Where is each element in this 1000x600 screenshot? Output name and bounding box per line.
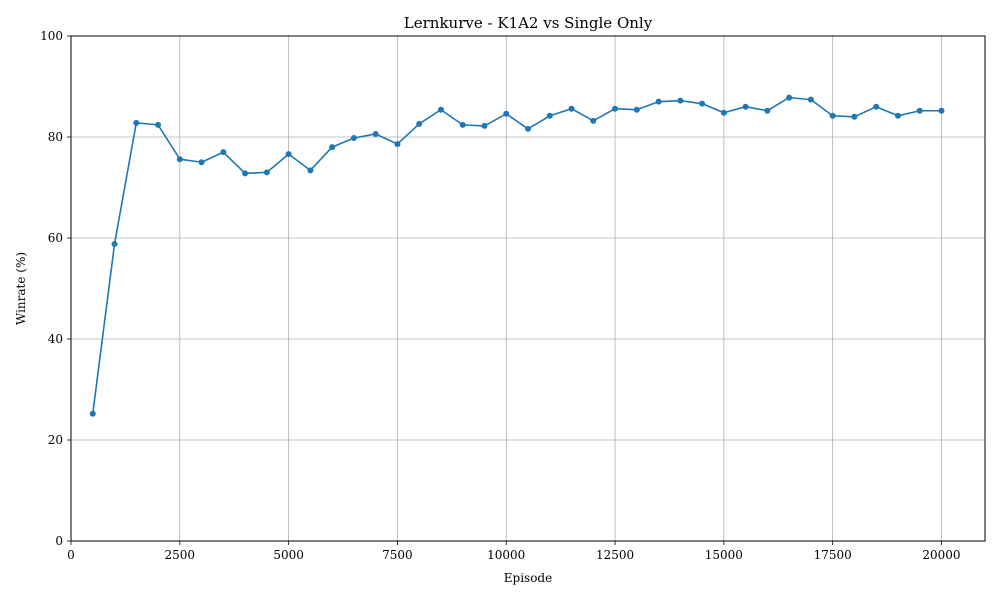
data-point xyxy=(546,112,553,119)
x-axis-title: Episode xyxy=(504,571,552,585)
x-tick-label: 7500 xyxy=(382,548,413,562)
data-point xyxy=(503,110,510,117)
data-point xyxy=(220,149,227,156)
data-point xyxy=(242,170,249,177)
data-point xyxy=(372,130,379,137)
data-point xyxy=(655,98,662,105)
data-point xyxy=(155,121,162,128)
y-tick-label: 60 xyxy=(48,231,63,245)
data-point xyxy=(437,106,444,113)
data-point xyxy=(568,105,575,112)
series-line xyxy=(91,96,942,414)
ticks: 0 2500 5000 7500 10000 12500 15000 17500 20000 0 2… xyxy=(40,29,960,562)
data-point xyxy=(786,94,793,101)
data-point xyxy=(111,241,118,248)
series-layer xyxy=(89,94,945,417)
x-tick-label: 20000 xyxy=(922,548,960,562)
x-tick-label: 17500 xyxy=(814,548,852,562)
x-tick-label: 0 xyxy=(67,548,75,562)
data-point xyxy=(916,107,923,114)
y-tick-label: 0 xyxy=(55,534,63,548)
x-tick-label: 2500 xyxy=(165,548,196,562)
y-tick-label: 80 xyxy=(48,130,63,144)
data-point xyxy=(851,113,858,120)
data-point xyxy=(416,120,423,127)
data-point xyxy=(350,135,357,142)
data-point xyxy=(89,410,96,417)
data-point xyxy=(481,122,488,129)
data-point xyxy=(307,167,314,174)
data-point xyxy=(459,121,466,128)
data-point xyxy=(612,105,619,112)
data-point xyxy=(394,141,401,148)
data-point xyxy=(699,100,706,107)
data-point xyxy=(807,96,814,103)
data-point xyxy=(198,159,205,166)
data-point xyxy=(742,103,749,110)
y-tick-label: 20 xyxy=(48,433,63,447)
y-tick-label: 40 xyxy=(48,332,63,346)
data-point xyxy=(938,107,945,114)
plot-frame xyxy=(70,35,986,542)
data-point xyxy=(590,117,597,124)
x-tick-label: 5000 xyxy=(273,548,304,562)
data-point xyxy=(329,144,336,151)
data-point xyxy=(829,112,836,119)
data-point xyxy=(176,156,183,163)
data-point xyxy=(894,112,901,119)
data-point xyxy=(873,103,880,110)
data-point xyxy=(285,151,292,158)
y-tick-label: 100 xyxy=(40,29,63,43)
data-point xyxy=(720,109,727,116)
data-point xyxy=(525,125,531,132)
x-tick-label: 10000 xyxy=(487,548,525,562)
x-tick-label: 15000 xyxy=(705,548,743,562)
chart-title: Lernkurve - K1A2 vs Single Only xyxy=(404,14,653,32)
data-point xyxy=(633,106,640,113)
data-point xyxy=(133,119,140,126)
data-point xyxy=(263,169,270,176)
y-axis-title: Winrate (%) xyxy=(14,252,28,325)
x-tick-label: 12500 xyxy=(596,548,634,562)
data-point xyxy=(764,107,771,114)
data-point xyxy=(677,97,684,104)
